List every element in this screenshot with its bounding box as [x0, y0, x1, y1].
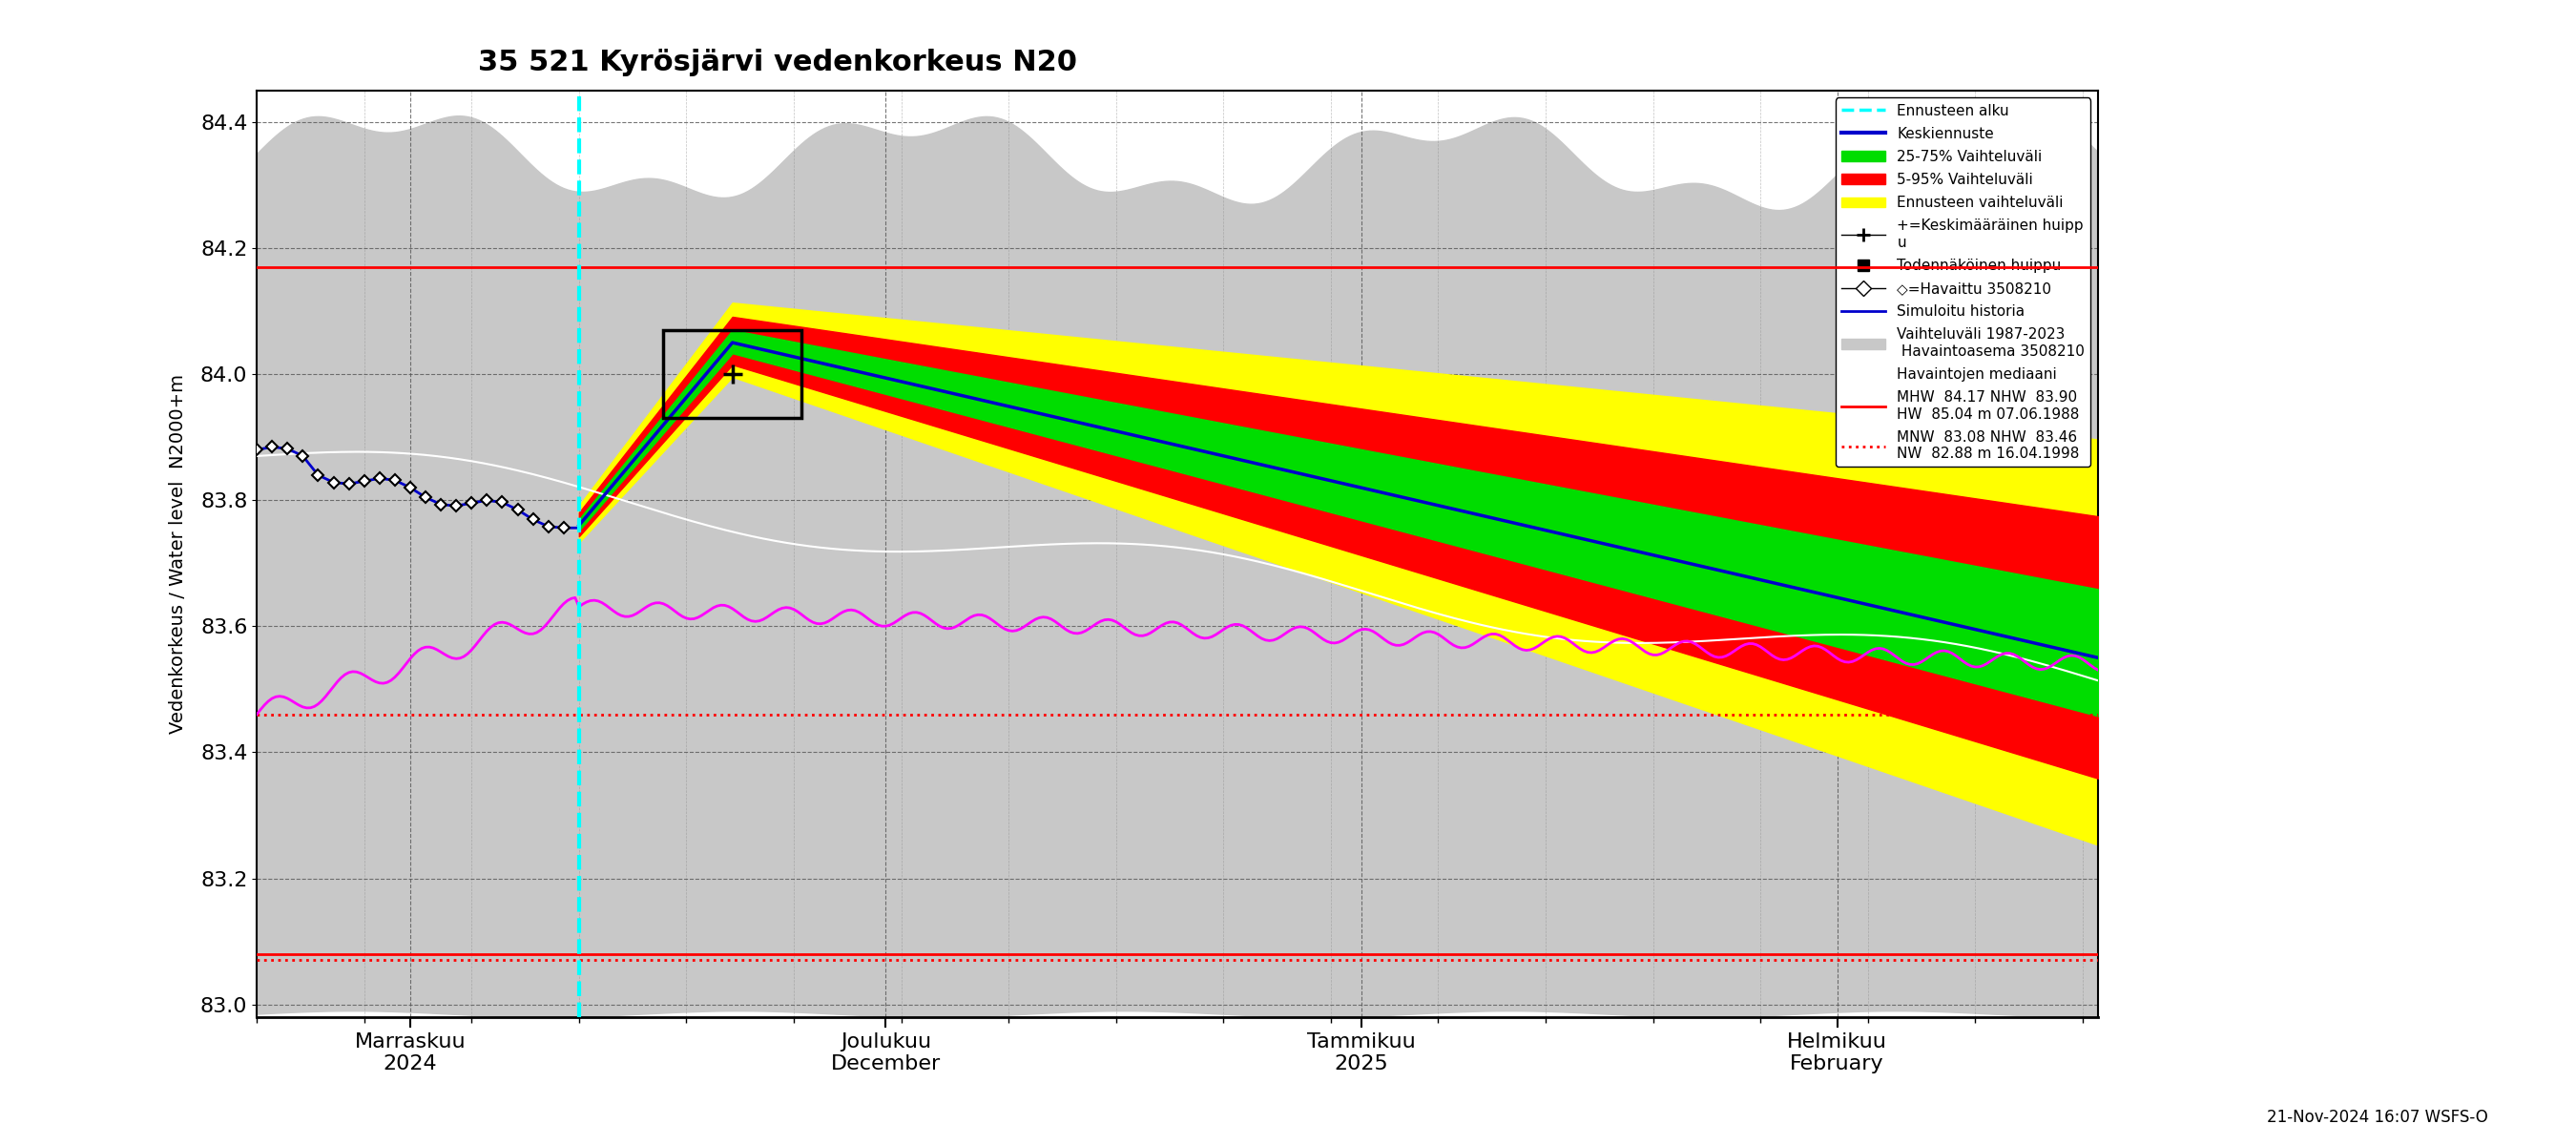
Bar — [665, 330, 801, 418]
Legend: Ennusteen alku, Keskiennuste, 25-75% Vaihteluväli, 5-95% Vaihteluväli, Ennusteen: Ennusteen alku, Keskiennuste, 25-75% Vai… — [1837, 97, 2092, 467]
Text: 21-Nov-2024 16:07 WSFS-O: 21-Nov-2024 16:07 WSFS-O — [2267, 1108, 2488, 1126]
Text: 35 521 Kyrösjärvi vedenkorkeus N20: 35 521 Kyrösjärvi vedenkorkeus N20 — [477, 48, 1077, 77]
Y-axis label: Vedenkorkeus / Water level  N2000+m: Vedenkorkeus / Water level N2000+m — [170, 374, 188, 734]
